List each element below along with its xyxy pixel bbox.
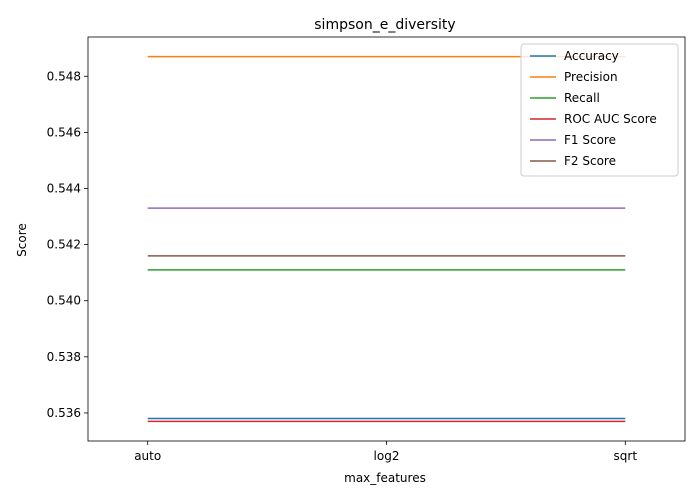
legend-entry: F1 Score: [564, 133, 616, 147]
x-tick-label: sqrt: [614, 449, 638, 463]
y-tick-label: 0.546: [47, 125, 81, 139]
legend-entry: ROC AUC Score: [564, 112, 657, 126]
chart-title: simpson_e_diversity: [314, 17, 455, 33]
x-axis-label: max_features: [344, 471, 426, 485]
y-tick-label: 0.538: [47, 350, 81, 364]
y-tick-label: 0.542: [47, 238, 81, 252]
legend-entry: F2 Score: [564, 154, 616, 168]
plot-area: auto log2 sqrt 0.536 0.538 0.540 0.542 0.544 0.5…: [47, 36, 686, 463]
y-tick-label: 0.536: [47, 406, 81, 420]
legend-entry: Precision: [564, 70, 618, 84]
y-axis-label: Score: [15, 223, 29, 257]
x-tick-label: auto: [134, 449, 161, 463]
y-tick-label: 0.548: [47, 69, 81, 83]
legend-box: [520, 43, 679, 177]
legend: Accuracy Precision Recall ROC AUC Score F1 S…: [520, 43, 679, 177]
y-tick-label: 0.544: [47, 182, 81, 196]
legend-entry: Recall: [564, 91, 600, 105]
x-tick-label: log2: [374, 449, 400, 463]
y-tick-label: 0.540: [47, 294, 81, 308]
legend-entry: Accuracy: [564, 49, 619, 63]
